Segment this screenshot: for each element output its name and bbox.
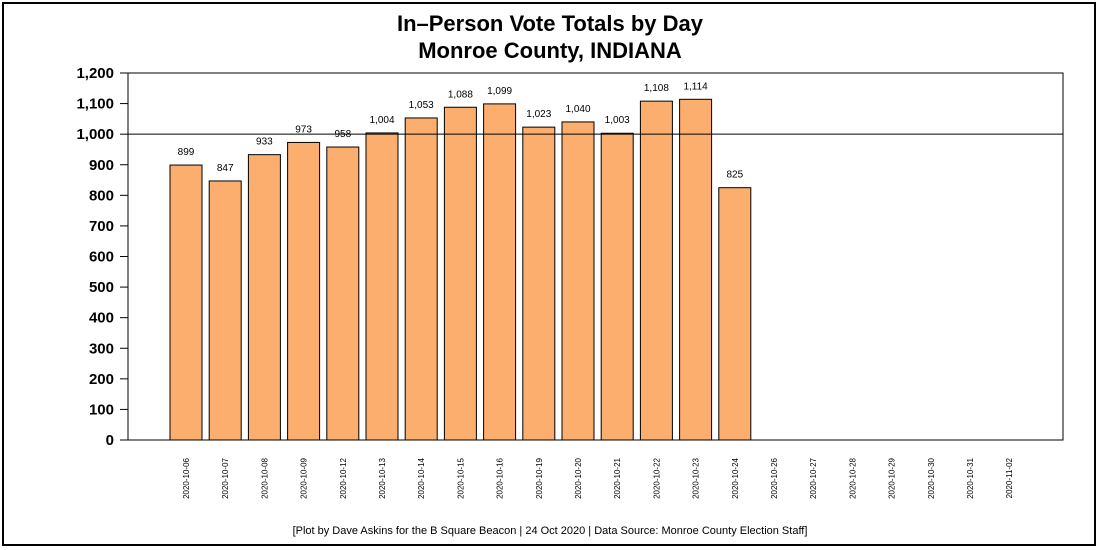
bar-2020-10-23 — [679, 98, 713, 441]
x-tick-label: 2020-10-29 — [888, 457, 897, 498]
x-tick-label: 2020-10-16 — [496, 457, 505, 498]
x-tick-label: 2020-10-09 — [300, 457, 309, 498]
bar-2020-10-09 — [287, 141, 321, 441]
x-tick-label: 2020-10-20 — [574, 457, 583, 498]
data-label-2020-10-09: 973 — [295, 124, 312, 135]
bar-2020-10-08 — [247, 154, 281, 441]
y-tick-label: 0 — [106, 432, 114, 449]
y-tick-label: 400 — [89, 310, 114, 327]
bar-2020-10-19 — [522, 126, 556, 441]
plot-area — [127, 72, 1064, 441]
y-tick-label: 800 — [89, 187, 114, 204]
chart-subtitle: Monroe County, INDIANA — [418, 38, 682, 63]
x-tick-label: 2020-10-23 — [692, 457, 701, 498]
bar-2020-10-13 — [365, 132, 399, 441]
x-tick-label: 2020-10-15 — [456, 457, 465, 498]
x-tick-label: 2020-10-31 — [966, 457, 975, 498]
y-tick-label: 1,100 — [76, 96, 114, 113]
bars — [169, 98, 752, 441]
bar-2020-10-22 — [639, 100, 673, 441]
bar-2020-10-20 — [561, 121, 595, 441]
x-tick-label: 2020-10-22 — [652, 457, 661, 498]
x-tick-label: 2020-10-14 — [417, 457, 426, 498]
data-label-2020-10-06: 899 — [178, 147, 195, 158]
bar-2020-10-06 — [169, 164, 203, 441]
data-label-2020-10-08: 933 — [256, 137, 273, 148]
bar-2020-10-14 — [404, 117, 438, 441]
data-label-2020-10-07: 847 — [217, 163, 234, 174]
x-tick-label: 2020-10-19 — [535, 457, 544, 498]
y-tick-label: 200 — [89, 371, 114, 388]
y-axis-ticks: 0 100 200 300 400 500 600 700 800 900 1,000 1,100 1,… — [76, 65, 128, 449]
data-label-2020-10-21: 1,003 — [605, 115, 630, 126]
x-tick-label: 2020-10-07 — [221, 457, 230, 498]
data-label-2020-10-15: 1,088 — [448, 89, 473, 100]
data-label-2020-10-13: 1,004 — [369, 115, 394, 126]
bar-2020-10-07 — [208, 180, 242, 441]
x-tick-label: 2020-10-30 — [927, 457, 936, 498]
x-tick-label: 2020-10-12 — [339, 457, 348, 498]
data-label-2020-10-14: 1,053 — [409, 100, 434, 111]
data-label-2020-10-20: 1,040 — [565, 104, 590, 115]
y-tick-label: 100 — [89, 401, 114, 418]
data-label-2020-10-19: 1,023 — [526, 109, 551, 120]
chart-footer: [Plot by Dave Askins for the B Square Be… — [292, 525, 808, 537]
x-tick-label: 2020-10-28 — [848, 457, 857, 498]
x-axis-ticks: 2020-10-06 2020-10-07 2020-10-08 2020-10-09… — [182, 457, 1014, 498]
data-label-2020-10-16: 1,099 — [487, 86, 512, 97]
data-label-2020-10-23: 1,114 — [683, 81, 708, 92]
y-tick-label: 700 — [89, 218, 114, 235]
x-tick-label: 2020-10-21 — [613, 457, 622, 498]
x-tick-label: 2020-10-13 — [378, 457, 387, 498]
x-tick-label: 2020-10-26 — [770, 457, 779, 498]
y-tick-label: 900 — [89, 157, 114, 174]
y-tick-label: 1,200 — [76, 65, 114, 82]
x-tick-label: 2020-10-08 — [260, 457, 269, 498]
x-tick-label: 2020-10-27 — [809, 457, 818, 498]
x-tick-label: 2020-10-24 — [731, 457, 740, 498]
x-tick-label: 2020-11-02 — [1005, 457, 1014, 498]
bar-2020-10-15 — [443, 106, 477, 441]
y-tick-label: 600 — [89, 249, 114, 266]
bar-2020-10-12 — [326, 146, 360, 441]
bar-2020-10-16 — [483, 103, 517, 441]
y-tick-label: 500 — [89, 279, 114, 296]
x-tick-label: 2020-10-06 — [182, 457, 191, 498]
y-tick-label: 1,000 — [76, 126, 114, 143]
data-label-2020-10-24: 825 — [726, 170, 743, 181]
data-label-2020-10-22: 1,108 — [644, 83, 669, 94]
y-tick-label: 300 — [89, 340, 114, 357]
chart-title: In–Person Vote Totals by Day — [396, 11, 704, 36]
bar-2020-10-21 — [600, 132, 634, 441]
bar-2020-10-24 — [718, 187, 752, 441]
